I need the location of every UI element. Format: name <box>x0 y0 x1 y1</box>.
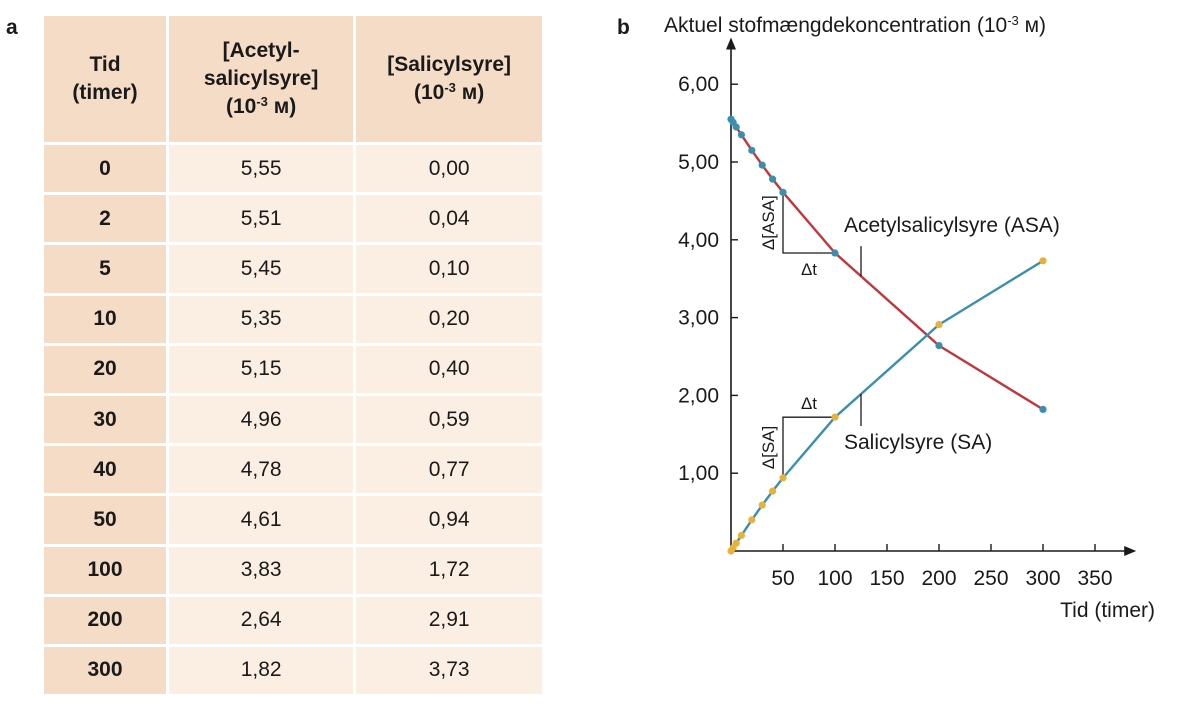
sa-series-label: Salicylsyre (SA) <box>844 431 992 454</box>
cell-salicylsyre: 0,59 <box>354 394 542 447</box>
cell-salicylsyre: 0,04 <box>354 193 542 246</box>
chart-title: Aktuel stofmængdekoncentration (10-3 м) <box>664 13 1047 37</box>
sa-delta-y-label: Δ[SA] <box>759 426 778 469</box>
sa-data-point <box>935 321 943 329</box>
table-row: 5 5,45 0,10 <box>44 243 542 296</box>
table-row: 40 4,78 0,77 <box>44 444 542 497</box>
x-axis-arrow <box>1124 546 1137 556</box>
asa-data-point <box>935 342 943 350</box>
sa-delta-x-label: Δt <box>801 394 817 413</box>
table-row: 300 1,82 3,73 <box>44 645 542 695</box>
table-row: 100 3,83 1,72 <box>44 545 542 597</box>
cell-tid: 50 <box>44 494 169 547</box>
sa-slope-triangle <box>782 416 835 478</box>
header-tid: Tid (timer) <box>44 16 169 145</box>
cell-tid: 40 <box>44 444 169 497</box>
sa-data-point <box>779 474 787 482</box>
y-tick-label: 4,00 <box>678 229 719 252</box>
table-row: 0 5,55 0,00 <box>44 143 542 196</box>
table-row: 200 2,64 2,91 <box>44 595 542 647</box>
asa-series-label: Acetylsalicylsyre (ASA) <box>844 214 1060 237</box>
cell-acetylsalicylsyre: 1,82 <box>167 645 357 695</box>
asa-data-point <box>758 161 766 169</box>
asa-slope-triangle <box>782 192 835 254</box>
x-tick-label: 100 <box>817 567 852 590</box>
header-salicylsyre: [Salicylsyre] (10-3 м) <box>354 16 542 145</box>
cell-salicylsyre: 0,40 <box>354 344 542 396</box>
panel-a-label: a <box>6 16 18 39</box>
cell-acetylsalicylsyre: 5,51 <box>167 193 357 246</box>
cell-acetylsalicylsyre: 5,45 <box>167 243 357 296</box>
cell-salicylsyre: 0,10 <box>354 243 542 296</box>
cell-tid: 300 <box>44 645 169 695</box>
cell-tid: 200 <box>44 595 169 647</box>
asa-data-point <box>779 188 787 196</box>
cell-salicylsyre: 1,72 <box>354 545 542 597</box>
sa-data-point <box>758 501 766 509</box>
cell-acetylsalicylsyre: 4,61 <box>167 494 357 547</box>
sa-data-point <box>737 531 746 540</box>
header-acetylsalicylsyre: [Acetyl- salicylsyre] (10-3 м) <box>167 16 357 145</box>
cell-acetylsalicylsyre: 4,96 <box>167 394 357 447</box>
sa-data-point <box>732 539 740 547</box>
cell-salicylsyre: 2,91 <box>354 595 542 647</box>
cell-tid: 0 <box>44 143 169 196</box>
cell-acetylsalicylsyre: 2,64 <box>167 595 357 647</box>
sa-line <box>730 259 1044 552</box>
y-tick-label: 6,00 <box>678 73 719 96</box>
x-tick-label: 200 <box>921 567 956 590</box>
asa-data-point <box>737 131 746 139</box>
cell-salicylsyre: 0,77 <box>354 444 542 497</box>
sa-data-point <box>748 516 756 524</box>
cell-acetylsalicylsyre: 5,35 <box>167 294 357 346</box>
asa-delta-x-label: Δt <box>801 260 817 279</box>
cell-tid: 2 <box>44 193 169 246</box>
y-tick-label: 1,00 <box>678 462 719 485</box>
cell-tid: 30 <box>44 394 169 447</box>
panel-b-label: b <box>617 16 630 39</box>
x-tick-label: 250 <box>973 567 1008 590</box>
cell-tid: 10 <box>44 294 169 346</box>
y-axis-arrow <box>726 37 736 50</box>
y-tick-label: 3,00 <box>678 307 719 330</box>
x-tick-label: 150 <box>869 567 904 590</box>
table-row: 20 5,15 0,40 <box>44 344 542 396</box>
cell-acetylsalicylsyre: 4,78 <box>167 444 357 497</box>
y-tick-label: 5,00 <box>678 151 719 174</box>
asa-line <box>730 118 1044 411</box>
x-tick-label: 350 <box>1077 567 1112 590</box>
cell-tid: 20 <box>44 344 169 396</box>
asa-delta-y-label: Δ[ASA] <box>759 195 778 250</box>
cell-salicylsyre: 0,94 <box>354 494 542 547</box>
asa-data-point <box>769 175 777 183</box>
concentration-table: Tid (timer) [Acetyl- salicylsyre] (10-3 … <box>44 16 542 695</box>
cell-tid: 100 <box>44 545 169 597</box>
asa-data-point <box>732 123 740 131</box>
sa-data-point <box>831 413 839 421</box>
table-row: 2 5,51 0,04 <box>44 193 542 246</box>
table-row: 10 5,35 0,20 <box>44 294 542 346</box>
table-row: 50 4,61 0,94 <box>44 494 542 547</box>
asa-data-point <box>831 249 839 257</box>
cell-acetylsalicylsyre: 5,15 <box>167 344 357 396</box>
cell-tid: 5 <box>44 243 169 296</box>
table-header-row: Tid (timer) [Acetyl- salicylsyre] (10-3 … <box>44 16 542 145</box>
cell-salicylsyre: 0,00 <box>354 143 542 196</box>
x-axis-label: Tid (timer) <box>1060 599 1155 622</box>
x-tick-label: 300 <box>1025 567 1060 590</box>
table-row: 30 4,96 0,59 <box>44 394 542 447</box>
x-tick-label: 50 <box>771 567 794 590</box>
asa-data-point <box>748 146 756 154</box>
cell-acetylsalicylsyre: 3,83 <box>167 545 357 597</box>
cell-acetylsalicylsyre: 5,55 <box>167 143 357 196</box>
cell-salicylsyre: 0,20 <box>354 294 542 346</box>
y-tick-label: 2,00 <box>678 384 719 407</box>
sa-data-point <box>1039 257 1047 265</box>
cell-salicylsyre: 3,73 <box>354 645 542 695</box>
asa-data-point <box>1039 405 1047 414</box>
sa-data-point <box>769 487 777 495</box>
